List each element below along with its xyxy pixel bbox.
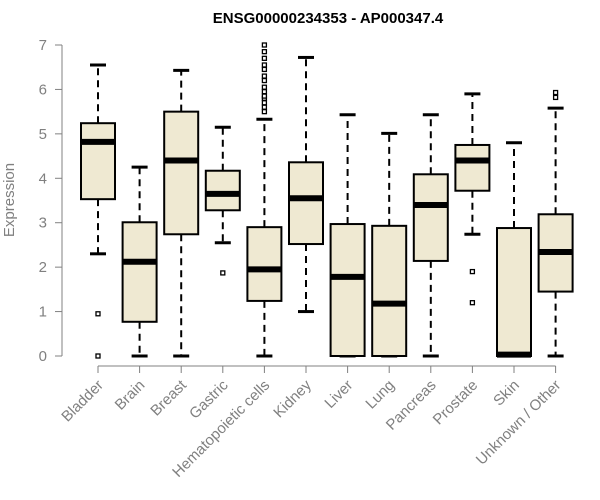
box-lung bbox=[371, 131, 408, 358]
iqr-box bbox=[80, 122, 116, 201]
y-tick-label: 5 bbox=[39, 126, 47, 143]
box-liver bbox=[329, 113, 366, 358]
box-pancreas bbox=[412, 113, 449, 358]
x-tick-label: Kidney bbox=[270, 376, 315, 421]
iqr-box bbox=[163, 110, 200, 236]
outlier-point bbox=[261, 84, 268, 90]
x-tick-label: Lung bbox=[362, 377, 398, 413]
box-brain bbox=[121, 165, 158, 358]
iqr-box bbox=[288, 161, 324, 246]
box-bladder bbox=[80, 63, 116, 359]
iqr-box bbox=[121, 221, 158, 323]
x-tick-label: Brain bbox=[112, 377, 149, 414]
boxes bbox=[80, 42, 574, 359]
iqr-box bbox=[454, 143, 491, 192]
y-tick-label: 4 bbox=[39, 170, 47, 187]
outlier-point bbox=[261, 93, 268, 99]
box-gastric bbox=[204, 125, 241, 276]
y-tick-label: 6 bbox=[39, 81, 47, 98]
chart-title: ENSG00000234353 - AP000347.4 bbox=[213, 10, 444, 27]
outlier-point bbox=[95, 311, 101, 317]
outlier-point bbox=[261, 66, 268, 73]
y-tick-label: 1 bbox=[39, 304, 47, 321]
box-hematopoietic-cells bbox=[246, 42, 283, 358]
y-axis-label: Expression bbox=[1, 163, 18, 237]
outlier-point bbox=[552, 89, 559, 96]
outlier-point bbox=[261, 108, 268, 115]
outlier-point bbox=[261, 77, 268, 84]
outlier-point bbox=[261, 42, 268, 48]
iqr-box bbox=[329, 223, 366, 357]
outlier-point bbox=[261, 55, 268, 61]
box-kidney bbox=[288, 55, 324, 314]
y-tick-label: 0 bbox=[39, 348, 47, 365]
outlier-point bbox=[261, 73, 268, 79]
box-unknown-other bbox=[537, 89, 574, 358]
x-tick-label: Prostate bbox=[430, 377, 482, 429]
y-tick-label: 3 bbox=[39, 215, 47, 232]
outlier-point bbox=[220, 270, 226, 276]
x-tick-label: Skin bbox=[490, 377, 523, 410]
outlier-point bbox=[95, 353, 101, 359]
y-axis: 0 1 2 3 4 5 6 7 bbox=[39, 37, 63, 365]
outlier-point bbox=[261, 100, 268, 106]
iqr-box bbox=[371, 224, 408, 357]
outlier-point bbox=[469, 300, 476, 306]
y-tick-label: 2 bbox=[39, 259, 47, 276]
y-tick-label: 7 bbox=[39, 37, 47, 54]
outlier-point bbox=[261, 49, 268, 55]
iqr-box bbox=[246, 226, 283, 302]
box-breast bbox=[163, 68, 200, 358]
iqr-box bbox=[204, 169, 241, 212]
box-skin bbox=[496, 141, 532, 358]
outlier-point bbox=[552, 94, 559, 101]
x-tick-label: Breast bbox=[147, 376, 190, 419]
box-prostate bbox=[454, 92, 491, 306]
outlier-point bbox=[469, 268, 476, 275]
x-tick-label: Bladder bbox=[58, 377, 107, 426]
iqr-box bbox=[496, 227, 532, 357]
outlier-point bbox=[261, 89, 268, 95]
iqr-box bbox=[412, 173, 449, 262]
outlier-point bbox=[261, 62, 268, 68]
x-tick-label: Liver bbox=[321, 377, 356, 412]
outlier-point bbox=[261, 104, 268, 110]
